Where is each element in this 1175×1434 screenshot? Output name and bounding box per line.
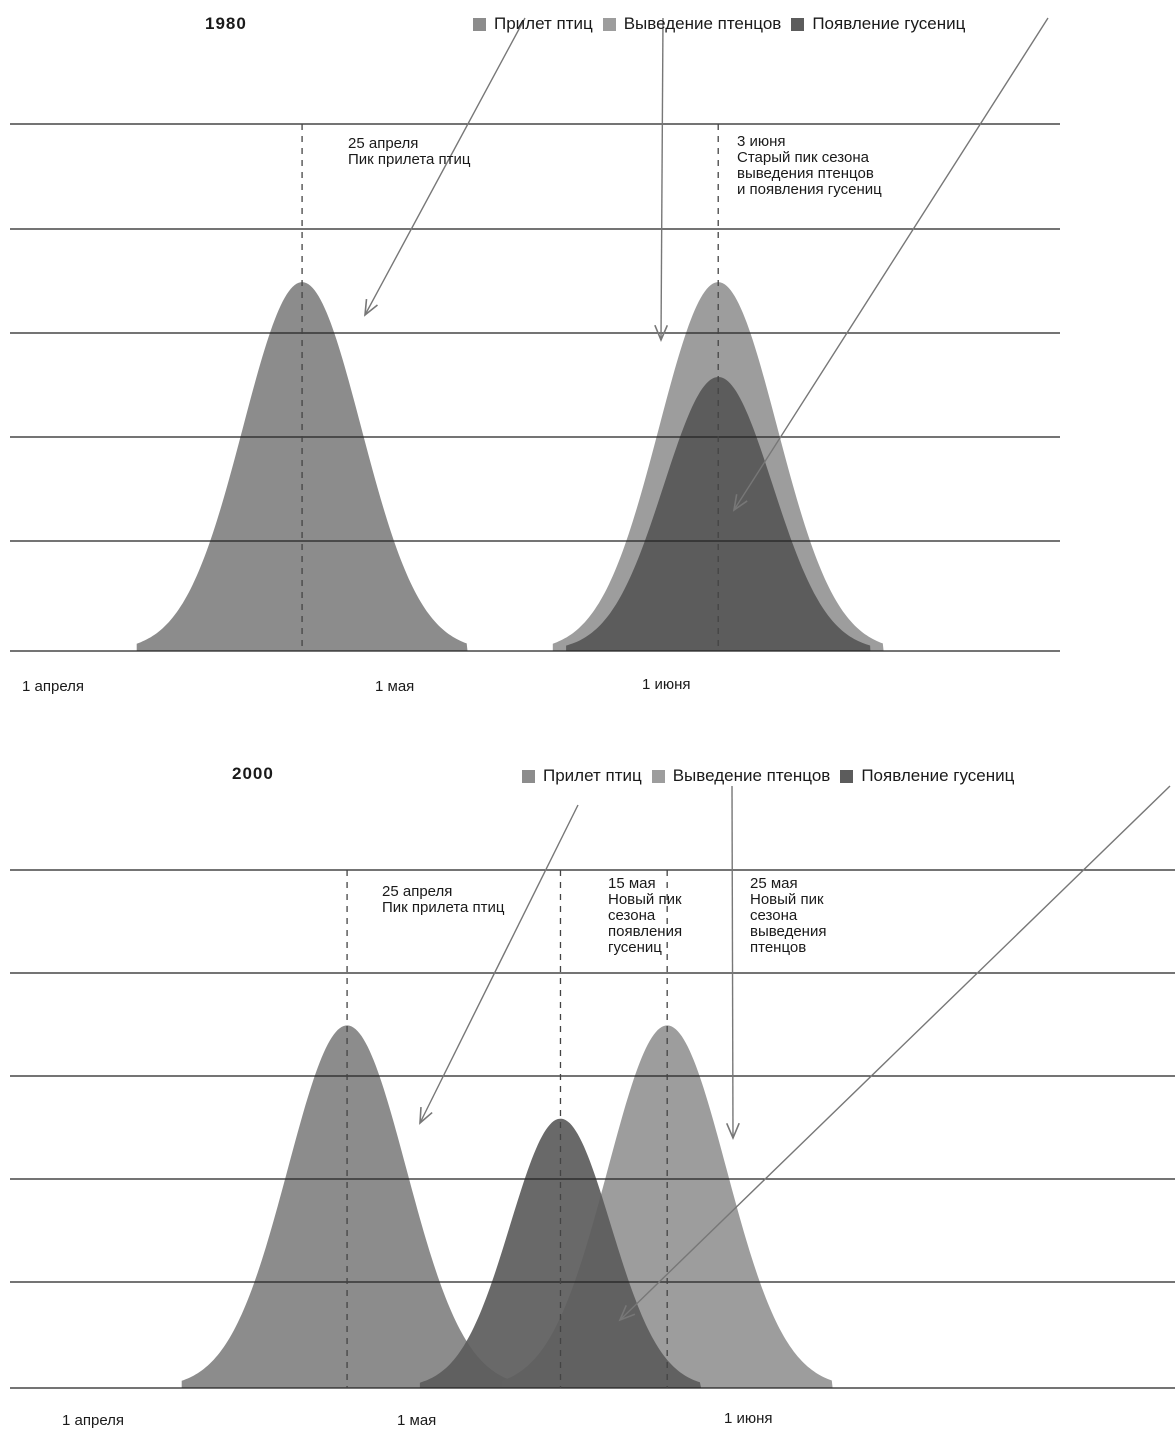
legend-label-caterpillars: Появление гусениц	[861, 766, 1015, 785]
pointer-arrow-head	[725, 1122, 740, 1141]
annotation-peak-birds: 25 апреля Пик прилета птиц	[382, 883, 505, 916]
legend-swatch-caterpillars	[791, 17, 805, 31]
legend-label-birds: Прилет птиц	[494, 14, 593, 33]
x-tick-label: 1 мая	[375, 678, 415, 695]
pointer-arrow-head	[732, 494, 748, 512]
annotation-new-peak-caterpillars: 15 мая Новый пик сезона появления гусени…	[608, 875, 683, 956]
x-tick-label: 1 июня	[642, 676, 691, 693]
chart-title: 1980	[205, 14, 247, 33]
legend: Прилет птиц Выведение птенцов Появление …	[512, 766, 1014, 786]
legend-swatch-birds	[522, 769, 535, 783]
legend: Прилет птиц Выведение птенцов Появление …	[463, 14, 965, 34]
x-tick-label: 1 апреля	[62, 1412, 125, 1429]
chart-svg-2000	[10, 785, 1175, 1389]
pointer-arrow	[364, 17, 526, 316]
legend-label-caterpillars: Появление гусениц	[812, 14, 966, 33]
annotation-peak-birds: 25 апреля Пик прилета птиц	[348, 135, 471, 168]
pointer-arrow-head	[618, 1304, 636, 1322]
legend-label-birds: Прилет птиц	[543, 766, 642, 785]
pointer-arrow	[731, 785, 734, 1139]
pointer-arrow-head	[419, 1106, 433, 1125]
chart-panel-2000: 2000 Прилет птиц Выведение птенцов Появл…	[0, 740, 1175, 1434]
legend-label-chicks: Выведение птенцов	[672, 766, 831, 785]
legend-swatch-chicks	[602, 17, 616, 31]
pointer-arrow	[419, 804, 579, 1124]
chart-panel-1980: 1980 Прилет птиц Выведение птенцов Появл…	[0, 0, 1175, 710]
series-area-2	[419, 1118, 702, 1388]
legend-swatch-birds	[473, 17, 486, 31]
x-tick-label: 1 июня	[724, 1410, 773, 1427]
pointer-arrow-head	[364, 298, 378, 317]
x-tick-label: 1 мая	[397, 1412, 437, 1429]
legend-swatch-caterpillars	[840, 769, 854, 783]
x-tick-label: 1 апреля	[22, 678, 85, 695]
pointer-arrow	[619, 785, 1171, 1321]
legend-label-chicks: Выведение птенцов	[623, 14, 782, 33]
annotation-old-peak: 3 июня Старый пик сезона выведения птенц…	[737, 133, 882, 198]
pointer-arrow	[733, 17, 1049, 511]
pointer-arrow	[660, 17, 664, 341]
chart-svg-1980	[10, 17, 1060, 652]
pointer-arrow-head	[654, 324, 669, 343]
chart-title: 2000	[232, 764, 274, 783]
legend-swatch-chicks	[651, 769, 665, 783]
annotation-new-peak-chicks: 25 мая Новый пик сезона выведения птенцо…	[750, 875, 827, 956]
series-area-0	[136, 282, 468, 651]
